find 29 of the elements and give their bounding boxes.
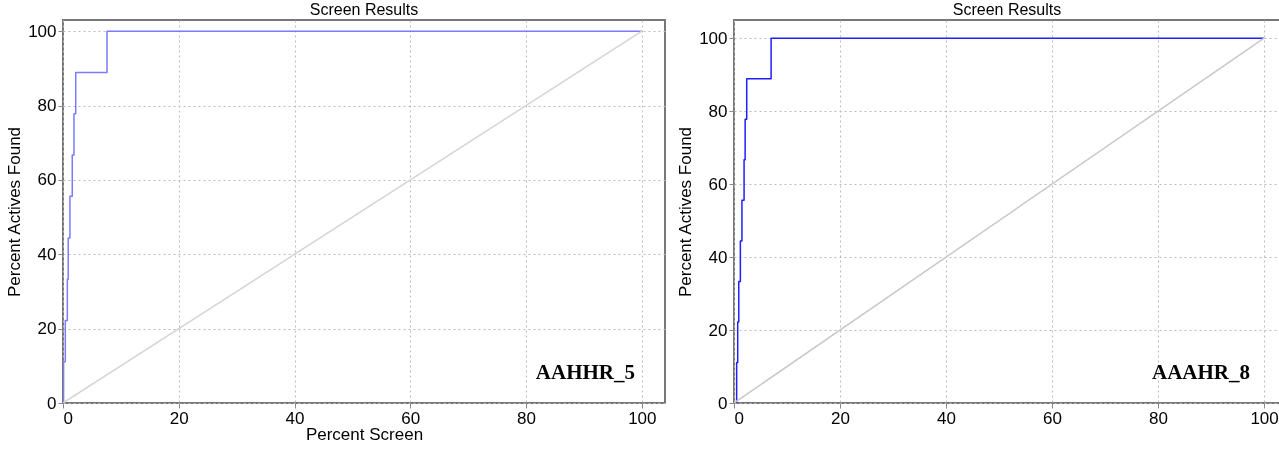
y-tick-label: 80 bbox=[708, 101, 728, 121]
x-tick-label: 100 bbox=[628, 408, 657, 428]
x-tick-label: 40 bbox=[937, 408, 956, 428]
y-tick-label: 0 bbox=[47, 393, 57, 413]
chart-title: Screen Results bbox=[309, 1, 419, 18]
y-tick-label: 0 bbox=[718, 393, 728, 413]
x-tick-label: 40 bbox=[285, 408, 305, 428]
x-tick-label: 100 bbox=[1250, 408, 1279, 428]
annotation: AAHHR_5 bbox=[535, 360, 635, 384]
annotation: AAAHR_8 bbox=[1152, 360, 1250, 384]
y-tick-label: 20 bbox=[37, 319, 57, 339]
y-tick-label: 100 bbox=[28, 21, 57, 41]
x-tick-label: 0 bbox=[63, 408, 73, 428]
y-tick-label: 40 bbox=[37, 244, 57, 264]
x-tick-label: 0 bbox=[734, 408, 744, 428]
y-tick-label: 40 bbox=[708, 247, 728, 267]
x-tick-label: 80 bbox=[517, 408, 537, 428]
y-tick-label: 20 bbox=[708, 320, 728, 340]
y-tick-label: 80 bbox=[37, 96, 57, 116]
x-tick-label: 60 bbox=[1043, 408, 1063, 428]
chart-title: Screen Results bbox=[952, 1, 1062, 18]
y-tick-label: 60 bbox=[37, 170, 57, 190]
x-tick-label: 20 bbox=[831, 408, 850, 428]
x-tick-label: 20 bbox=[169, 408, 189, 428]
y-tick-label: 100 bbox=[699, 28, 728, 48]
y-tick-label: 60 bbox=[708, 174, 728, 194]
y-axis-title: Percent Actives Found bbox=[676, 126, 696, 298]
y-axis-title: Percent Actives Found bbox=[5, 126, 25, 298]
x-tick-label: 80 bbox=[1149, 408, 1169, 428]
